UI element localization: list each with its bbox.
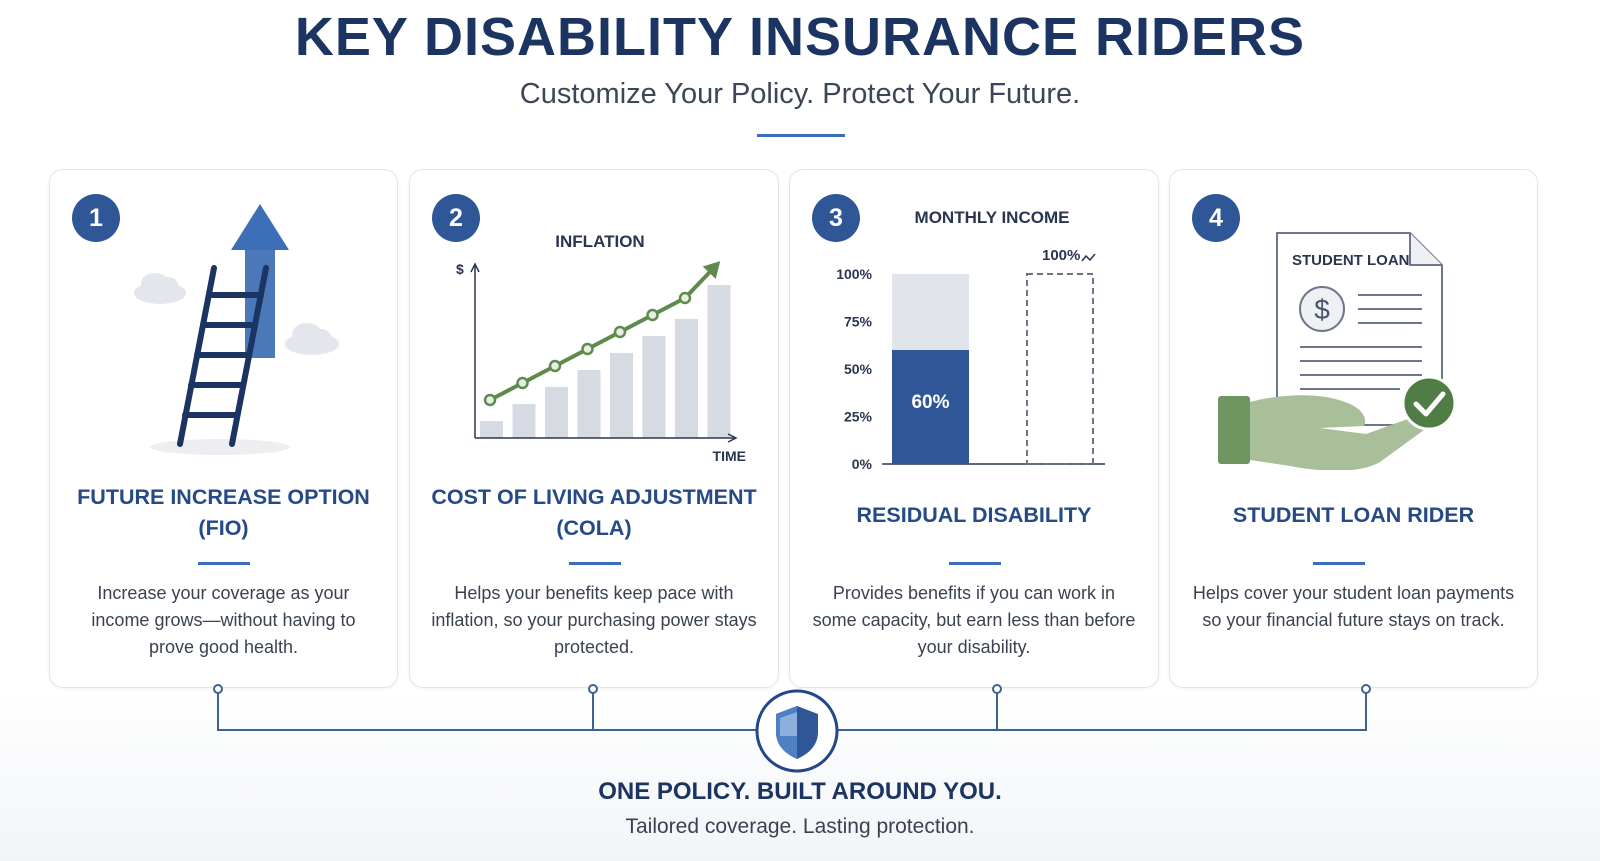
page-title: KEY DISABILITY INSURANCE RIDERS: [294, 7, 1306, 67]
y-tick-label: 0%: [852, 456, 873, 470]
student-loan-illustration: STUDENT LOAN $: [1218, 232, 1457, 470]
chart-bar: [675, 319, 698, 438]
hand-icon: [1218, 395, 1430, 470]
card-divider: [198, 562, 250, 565]
x-axis-label: TIME: [713, 448, 746, 464]
shield-icon: [755, 689, 839, 773]
card-cola: 2 INFLATION $ TIME COST OF LIVING ADJUST…: [409, 169, 779, 688]
y-tick-label: 25%: [844, 409, 873, 425]
chart-title: INFLATION: [555, 232, 644, 251]
y-tick-label: 100%: [836, 266, 872, 282]
chart-bar: [480, 421, 503, 438]
card-title: COST OF LIVING ADJUSTMENT (COLA): [431, 485, 757, 540]
dollar-sign: $: [1314, 294, 1330, 325]
card-divider: [1313, 562, 1365, 565]
document-icon: [1276, 232, 1443, 426]
card-student-loan: 4 STUDENT LOAN $ STUDENT LOA: [1169, 169, 1538, 688]
trend-arrowhead: [702, 261, 721, 279]
footer-title: ONE POLICY. BUILT AROUND YOU.: [598, 778, 1002, 805]
monthly-income-chart: MONTHLY INCOME 100% 75% 50% 25% 0% 60% 100%: [836, 208, 1105, 470]
card-title: FUTURE INCREASE OPTION (FIO): [77, 485, 370, 540]
trend-point: [678, 291, 692, 305]
title-divider: [757, 134, 845, 137]
dollar-icon: [1299, 286, 1345, 332]
footer-subtitle: Tailored coverage. Lasting protection.: [625, 815, 975, 838]
chart-bar: [577, 370, 601, 438]
chart-bar: [642, 336, 666, 438]
y-tick-label: 50%: [844, 361, 873, 377]
chart-title: MONTHLY INCOME: [915, 208, 1070, 227]
card-description: Helps cover your student loan payments s…: [1192, 583, 1515, 630]
chart-bar: [545, 387, 568, 438]
checkmark-icon: [1401, 375, 1457, 431]
trend-point: [613, 325, 627, 339]
card-description: Provides benefits if you can work in som…: [812, 583, 1136, 657]
card-number-badge: 4: [1192, 194, 1240, 242]
document-label: STUDENT LOAN: [1292, 252, 1410, 269]
cloud-icon: [134, 273, 186, 304]
chart-bar: [512, 404, 536, 438]
inflation-chart: INFLATION $ TIME: [456, 232, 746, 464]
ladder-arrow-icon: [134, 204, 339, 455]
card-description: Increase your coverage as your income gr…: [91, 583, 356, 657]
income-bar-label: 60%: [911, 392, 949, 413]
trend-point: [548, 359, 562, 373]
dashed-bar-label: 100%: [1042, 247, 1080, 264]
y-axis-label: $: [456, 261, 464, 277]
income-bar: [892, 350, 969, 464]
dashed-income-bar: [1026, 273, 1094, 465]
card-title: RESIDUAL DISABILITY: [856, 503, 1092, 527]
cloud-icon: [285, 323, 339, 355]
trend-point: [483, 393, 497, 407]
card-number-badge: 1: [72, 194, 120, 242]
card-fio: 1 FUTURE INCREASE OPTION (F: [49, 169, 398, 688]
chart-bar: [707, 285, 731, 438]
y-tick-label: 75%: [844, 314, 873, 330]
card-residual: 3 MONTHLY INCOME 100% 75% 50% 25% 0% 60% 100…: [789, 169, 1159, 688]
page-subtitle: Customize Your Policy. Protect Your Futu…: [519, 78, 1081, 110]
card-divider: [569, 562, 621, 565]
trend-point: [646, 308, 659, 322]
trend-point: [581, 342, 594, 356]
card-title: STUDENT LOAN RIDER: [1232, 503, 1475, 527]
trend-point: [516, 376, 529, 390]
card-description: Helps your benefits keep pace with infla…: [431, 583, 757, 657]
chart-bar: [610, 353, 633, 438]
card-divider: [949, 562, 1001, 565]
card-number-badge: 3: [812, 194, 860, 242]
card-number-badge: 2: [432, 194, 480, 242]
trend-arrow-icon: [1081, 253, 1096, 262]
